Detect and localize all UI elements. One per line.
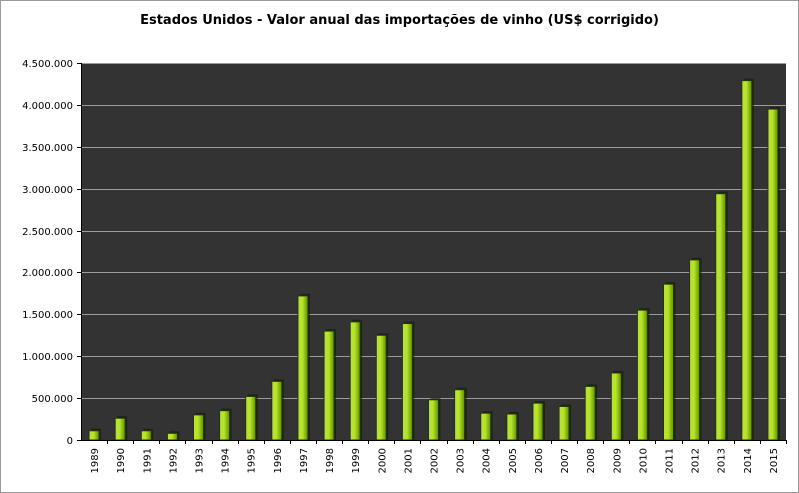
bar	[532, 402, 544, 441]
x-tick-label: 2005	[508, 448, 519, 473]
x-tick-label: 2010	[638, 448, 649, 473]
x-tick-label: 2014	[743, 448, 754, 473]
axes	[81, 63, 786, 441]
x-tick-label: 1999	[351, 448, 362, 473]
bar	[88, 430, 100, 441]
y-tick-label: 3.500.000	[22, 143, 73, 154]
bar	[297, 295, 309, 441]
bar	[480, 412, 492, 441]
y-tick-label: 500.000	[32, 394, 73, 405]
bar	[349, 321, 361, 441]
bar	[401, 323, 413, 441]
y-tick-label: 1.000.000	[22, 352, 73, 363]
x-tick-label: 2013	[717, 448, 728, 473]
x-tick-label: 2006	[534, 448, 545, 473]
x-tick-label: 1995	[247, 448, 258, 473]
x-tick-label: 1993	[195, 448, 206, 473]
chart-title: Estados Unidos - Valor anual das importa…	[140, 13, 659, 28]
x-tick-label: 1998	[325, 448, 336, 473]
gridlines	[81, 63, 786, 399]
x-tick-label: 1994	[221, 448, 232, 473]
y-tick-label: 2.000.000	[22, 268, 73, 279]
x-tick-label: 2007	[560, 448, 571, 473]
bar	[636, 309, 648, 441]
bar	[610, 372, 622, 441]
bars	[88, 78, 780, 441]
y-tick-label: 1.500.000	[22, 310, 73, 321]
bar	[558, 405, 570, 441]
x-tick-label: 2003	[456, 448, 467, 473]
bar	[245, 395, 257, 441]
x-tick-label: 1997	[299, 448, 310, 473]
y-tick-label: 3.000.000	[22, 185, 73, 196]
bar	[375, 334, 387, 441]
x-tick-label: 2008	[586, 448, 597, 473]
bar	[584, 385, 596, 441]
bar	[663, 283, 674, 441]
x-tick-label: 2004	[482, 448, 493, 473]
x-tick-label: 1992	[168, 448, 179, 473]
x-tick-label: 1990	[116, 448, 127, 473]
x-tick-label: 2002	[430, 448, 441, 473]
y-tick-label: 4.000.000	[22, 101, 73, 112]
y-tick-label: 4.500.000	[22, 59, 73, 70]
x-tick-label: 2000	[377, 448, 388, 473]
x-tick-label: 2011	[665, 448, 676, 473]
bar	[193, 414, 204, 441]
y-tick-label: 2.500.000	[22, 227, 73, 238]
x-tick-label: 2012	[691, 448, 702, 473]
bar	[741, 80, 753, 441]
y-tick-labels: 0 500.000 1.000.000 1.500.000 2.000.000 2.500…	[22, 59, 81, 447]
y-tick-label: 0	[67, 436, 73, 447]
bar	[715, 193, 727, 441]
bar	[506, 413, 518, 441]
x-tick-label: 1996	[273, 448, 284, 473]
bar	[689, 259, 701, 441]
x-tick-label: 2009	[612, 448, 623, 473]
x-tick-labels: 1989 1990 1991 1992 1993 1994 1995 1996 1997 1998…	[90, 440, 787, 473]
bar	[140, 430, 152, 441]
bar	[428, 399, 439, 441]
bar	[114, 417, 126, 441]
bar	[271, 380, 283, 441]
bar	[219, 410, 231, 441]
bar	[767, 108, 779, 441]
bar	[166, 432, 178, 441]
x-tick-label: 2001	[403, 448, 414, 473]
bar	[323, 330, 335, 441]
plot-background	[81, 63, 786, 440]
x-tick-label: 1991	[142, 448, 153, 473]
x-tick-label: 1989	[90, 448, 101, 473]
x-tick-label: 2015	[769, 448, 780, 473]
bar	[454, 389, 466, 441]
